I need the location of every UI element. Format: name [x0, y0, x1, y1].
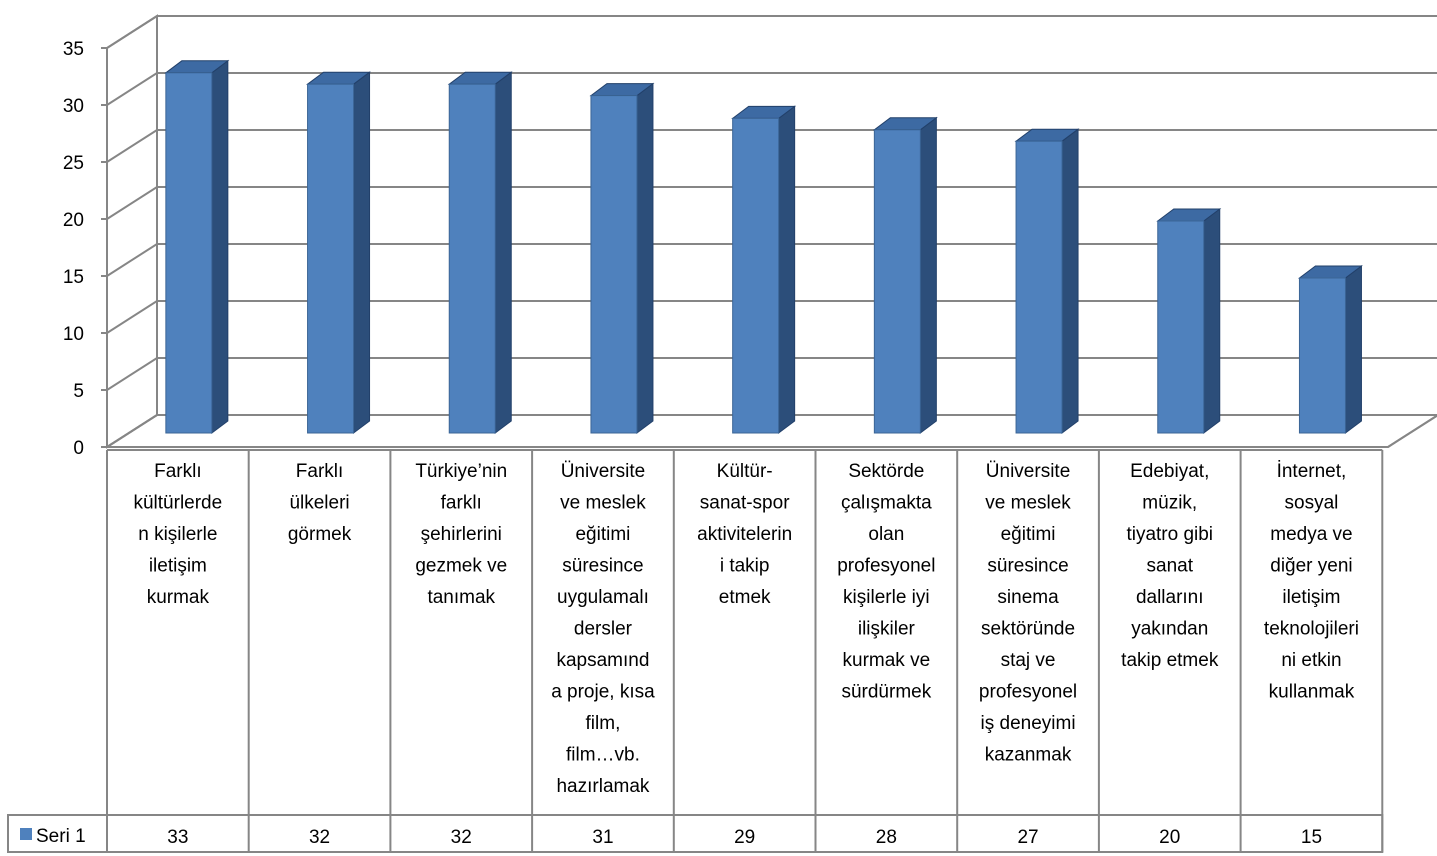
bar [1156, 208, 1222, 434]
bar-side [636, 82, 654, 434]
bar [731, 105, 797, 434]
y-tick-label: 10 [63, 324, 84, 345]
bar-side [494, 71, 512, 434]
gridline [106, 72, 1437, 106]
gridlines [106, 15, 1437, 448]
bar-front [1157, 220, 1205, 434]
y-tick-label: 20 [63, 210, 84, 231]
bar [1297, 265, 1363, 434]
bar [306, 71, 372, 434]
bar [447, 71, 513, 434]
category-label: Üniversite ve meslek eğitimi süresince sinem… [979, 461, 1077, 766]
bar [1014, 128, 1080, 434]
category-label: Edebiyat, müzik, tiyatro gibi sanat dalların… [1121, 461, 1219, 671]
bar-side [1061, 128, 1079, 434]
bar-front [448, 83, 496, 434]
bar-side [353, 71, 371, 434]
bar [589, 82, 655, 434]
bar-side [778, 105, 796, 434]
category-label: İnternet, sosyal medya ve diğer yeni iletişi… [1264, 461, 1359, 703]
y-tick-label: 25 [63, 153, 84, 174]
bar [164, 59, 230, 434]
data-table-value: 32 [309, 827, 330, 848]
gridline [106, 300, 1437, 334]
bar-front [307, 83, 355, 434]
bar [872, 116, 938, 434]
data-table: Farklı kültürlerde n kişilerle iletişim kurm… [7, 449, 1384, 853]
side-wall [106, 14, 158, 449]
y-tick-label: 0 [73, 438, 84, 459]
gridline [106, 357, 1437, 391]
category-label: Türkiye’nin farklı şehirlerini gezmek ve tan… [415, 461, 507, 608]
y-tick-label: 5 [73, 381, 84, 402]
data-table-value: 15 [1301, 827, 1322, 848]
bar-side [1344, 265, 1362, 434]
legend-series-name: Seri 1 [36, 826, 86, 847]
bar-side [211, 59, 229, 434]
y-tick-label: 35 [63, 39, 84, 60]
bar-front [1015, 140, 1063, 434]
data-table-value: 28 [876, 827, 897, 848]
bar-front [1298, 277, 1346, 434]
data-table-value: 20 [1159, 827, 1180, 848]
data-table-value: 29 [734, 827, 755, 848]
category-label: Farklı kültürlerde n kişilerle iletişim kurm… [133, 461, 222, 608]
bar-front [873, 129, 921, 434]
data-table-value: 31 [592, 827, 613, 848]
category-label: Kültür-sanat-spor aktivitelerin i takip etm… [697, 461, 792, 608]
y-tick-label: 15 [63, 267, 84, 288]
y-tick-label: 30 [63, 96, 84, 117]
gridline [106, 15, 1437, 49]
y-axis-ticks: 0 5 10 15 20 25 30 35 [63, 39, 108, 459]
bar-side [1203, 208, 1221, 434]
gridline [106, 414, 1437, 448]
data-table-value: 33 [167, 827, 188, 848]
bar-side [919, 116, 937, 434]
bar-front [165, 72, 213, 434]
data-table-value: 32 [451, 827, 472, 848]
gridline [106, 129, 1437, 163]
bars [164, 59, 1363, 434]
category-label: Üniversite ve meslek eğitimi süresince uygul… [551, 461, 655, 797]
category-label: Farklı ülkeleri görmek [288, 461, 352, 545]
gridline [106, 243, 1437, 277]
data-table-value: 27 [1017, 827, 1038, 848]
category-label: Sektörde çalışmakta olan profesyonel kişiler… [837, 461, 935, 703]
gridline [106, 186, 1437, 220]
bar-front [732, 117, 780, 434]
legend-key [20, 828, 32, 840]
bar-front [590, 95, 638, 434]
